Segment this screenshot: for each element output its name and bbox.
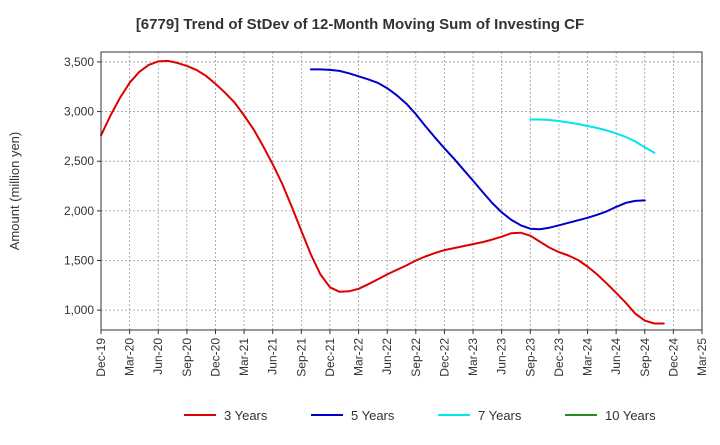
- y-tick-label: 2,500: [64, 154, 94, 168]
- x-tick-label: Dec-19: [94, 338, 108, 377]
- x-tick-label: Jun-21: [266, 338, 280, 375]
- series-line-3-years: [100, 59, 665, 325]
- y-tick-label: 3,500: [64, 55, 94, 69]
- x-tick-label: Sep-20: [180, 338, 194, 377]
- x-tick-label: Jun-23: [495, 338, 509, 375]
- x-tick-label: Mar-22: [352, 338, 366, 376]
- x-tick-label: Mar-21: [237, 338, 251, 376]
- legend-label-10-years: 10 Years: [605, 408, 656, 423]
- y-axis-label: Amount (million yen): [7, 132, 22, 251]
- legend-label-3-years: 3 Years: [224, 408, 268, 423]
- chart-title: [6779] Trend of StDev of 12-Month Moving…: [136, 16, 584, 33]
- x-tick-label: Sep-23: [523, 338, 537, 377]
- legend-label-7-years: 7 Years: [478, 408, 522, 423]
- x-tick-label: Jun-22: [380, 338, 394, 375]
- y-tick-label: 1,500: [64, 254, 94, 268]
- plot-area-frame: [100, 51, 703, 331]
- legend-label-5-years: 5 Years: [351, 408, 395, 423]
- x-tick-label: Dec-22: [437, 338, 451, 377]
- x-tick-label: Dec-24: [666, 338, 680, 377]
- y-tick-label: 3,000: [64, 105, 94, 119]
- x-tick-label: Sep-21: [294, 338, 308, 377]
- x-tick-label: Mar-24: [581, 338, 595, 376]
- x-tick-label: Mar-25: [695, 338, 709, 376]
- x-tick-label: Dec-21: [323, 338, 337, 377]
- x-tick-label: Sep-24: [638, 338, 652, 377]
- x-tick-label: Dec-23: [552, 338, 566, 377]
- y-tick-label: 1,000: [64, 303, 94, 317]
- series-line-7-years: [529, 118, 656, 154]
- y-tick-label: 2,000: [64, 204, 94, 218]
- x-tick-label: Sep-22: [409, 338, 423, 377]
- series-line-5-years: [309, 68, 646, 231]
- x-tick-label: Jun-20: [151, 338, 165, 375]
- x-tick-label: Jun-24: [609, 338, 623, 375]
- x-tick-label: Mar-20: [123, 338, 137, 376]
- x-tick-label: Dec-20: [208, 338, 222, 377]
- x-tick-label: Mar-23: [466, 338, 480, 376]
